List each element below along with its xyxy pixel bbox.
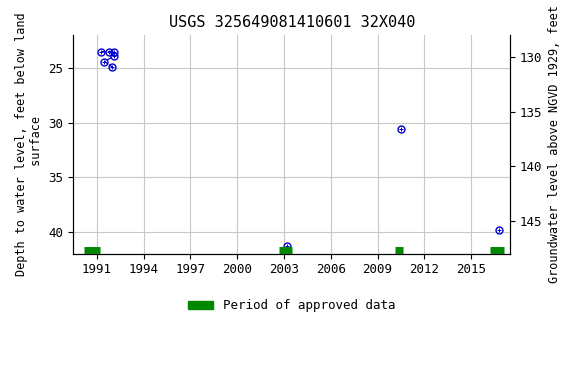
- Y-axis label: Depth to water level, feet below land
 surface: Depth to water level, feet below land su…: [15, 13, 43, 276]
- Title: USGS 325649081410601 32X040: USGS 325649081410601 32X040: [169, 15, 415, 30]
- Legend: Period of approved data: Period of approved data: [183, 295, 400, 318]
- Y-axis label: Groundwater level above NGVD 1929, feet: Groundwater level above NGVD 1929, feet: [548, 6, 561, 283]
